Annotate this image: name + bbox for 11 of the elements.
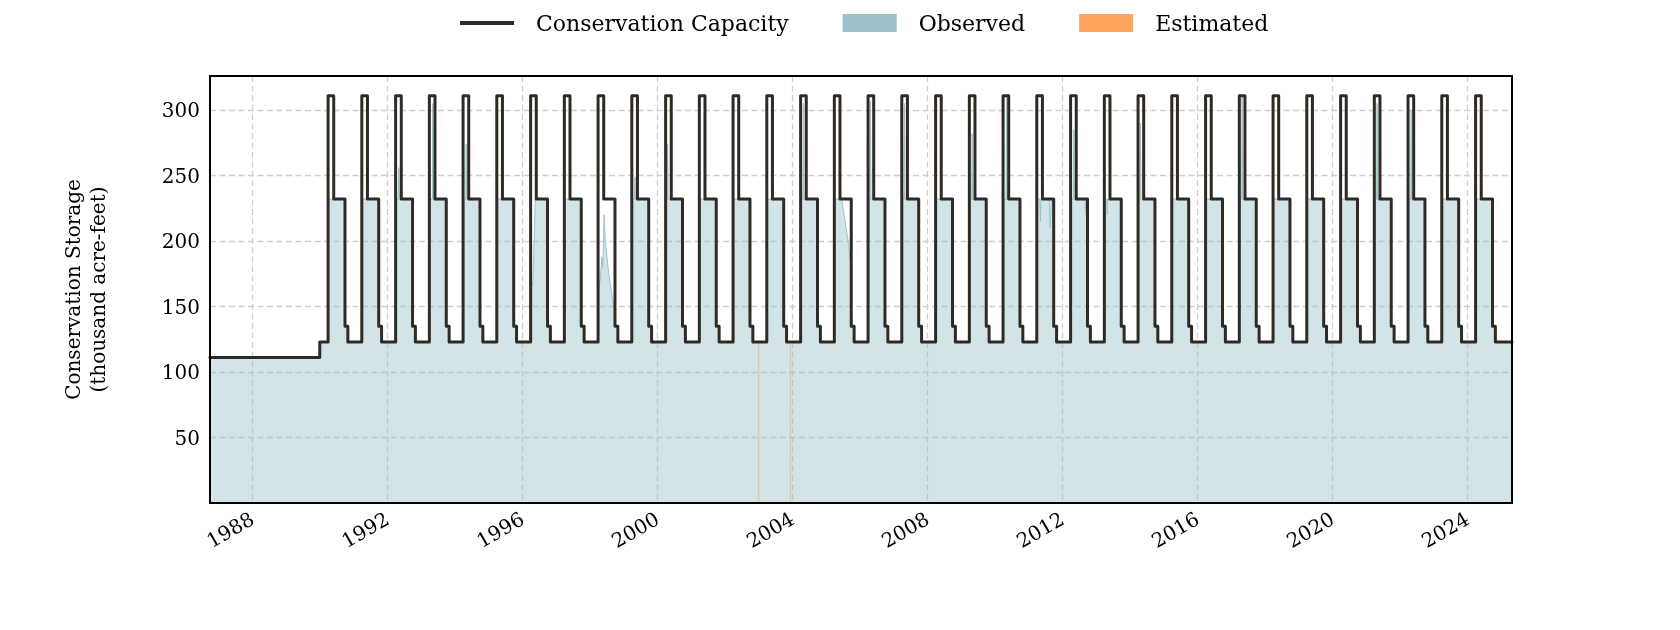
y-tick-label: 100 <box>161 360 200 385</box>
y-tick-label: 150 <box>161 294 200 319</box>
x-tick-label: 1992 <box>337 506 394 553</box>
y-axis-title: Conservation Storage (thousand acre-feet) <box>60 179 110 400</box>
y-tick-label: 250 <box>161 163 200 188</box>
legend-label: Conservation Capacity <box>536 10 790 36</box>
legend-label: Observed <box>918 10 1026 36</box>
legend-label: Estimated <box>1155 10 1269 36</box>
y-tick-label: 50 <box>174 425 200 450</box>
y-tick-label: 200 <box>161 229 200 254</box>
y-tick-label: 300 <box>161 98 200 123</box>
